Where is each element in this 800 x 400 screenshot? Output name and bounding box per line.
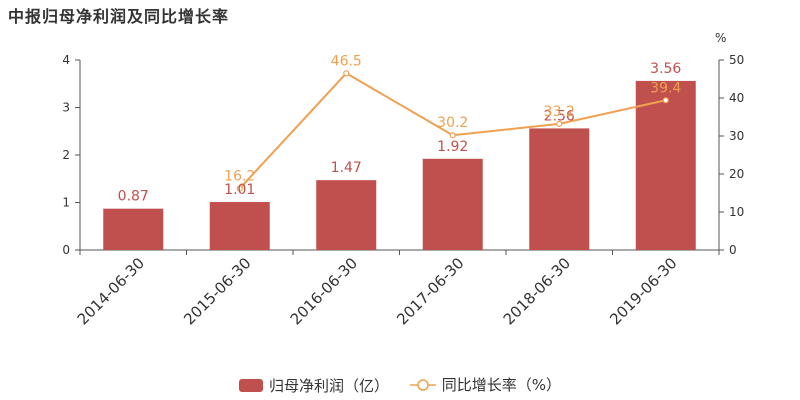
legend-item-profit[interactable]: 归母净利润（亿） (238, 375, 389, 396)
bar-data-label: 1.01 (224, 182, 255, 198)
bar-data-label: 1.92 (437, 139, 468, 155)
bar (529, 128, 590, 250)
x-axis-tick-label: 2016-06-30 (287, 254, 361, 328)
growth-point (556, 120, 563, 127)
right-axis-unit: % (715, 31, 726, 45)
growth-point (662, 97, 669, 104)
bar (635, 80, 696, 251)
left-axis-tick-label: 3 (62, 101, 70, 115)
left-axis-tick-label: 2 (62, 148, 70, 162)
bar (209, 202, 270, 250)
growth-data-label: 46.5 (331, 53, 362, 69)
growth-point (343, 70, 350, 77)
chart-title: 中报归母净利润及同比增长率 (8, 7, 230, 26)
right-axis-tick-label: 10 (729, 205, 744, 219)
legend-bar-swatch (238, 378, 263, 392)
growth-data-label: 39.4 (650, 80, 681, 96)
growth-point (449, 132, 456, 139)
bar-data-label: 3.56 (650, 61, 681, 77)
left-axis-tick-label: 0 (62, 243, 70, 257)
right-axis-tick-label: 0 (729, 243, 737, 257)
x-axis-tick-label: 2015-06-30 (180, 254, 254, 328)
growth-point (236, 185, 243, 192)
x-axis-tick-label: 2014-06-30 (74, 254, 148, 328)
bar-data-label: 0.87 (118, 189, 149, 205)
x-axis-tick-label: 2019-06-30 (606, 254, 680, 328)
right-axis-tick-label: 20 (729, 167, 744, 181)
legend-label-profit: 归母净利润（亿） (268, 376, 389, 395)
bar-data-label: 2.56 (544, 108, 575, 124)
bar (422, 158, 483, 250)
legend-line-swatch (409, 378, 436, 391)
bar (316, 180, 377, 250)
left-axis-tick-label: 4 (62, 53, 70, 67)
growth-data-label: 33.2 (544, 104, 575, 120)
legend: 归母净利润（亿） 同比增长率（%） (0, 374, 800, 396)
bar (103, 208, 164, 250)
legend-item-growth[interactable]: 同比增长率（%） (409, 374, 562, 395)
growth-data-label: 30.2 (437, 115, 468, 131)
right-axis-tick-label: 40 (729, 91, 744, 105)
bar-data-label: 1.47 (331, 160, 362, 176)
x-axis-tick-label: 2018-06-30 (500, 254, 574, 328)
left-axis-tick-label: 1 (62, 196, 70, 210)
right-axis-tick-label: 30 (729, 129, 744, 143)
right-axis-tick-label: 50 (729, 53, 744, 67)
x-axis-tick-label: 2017-06-30 (393, 254, 467, 328)
legend-label-growth: 同比增长率（%） (441, 376, 562, 394)
growth-data-label: 16.2 (224, 168, 255, 184)
